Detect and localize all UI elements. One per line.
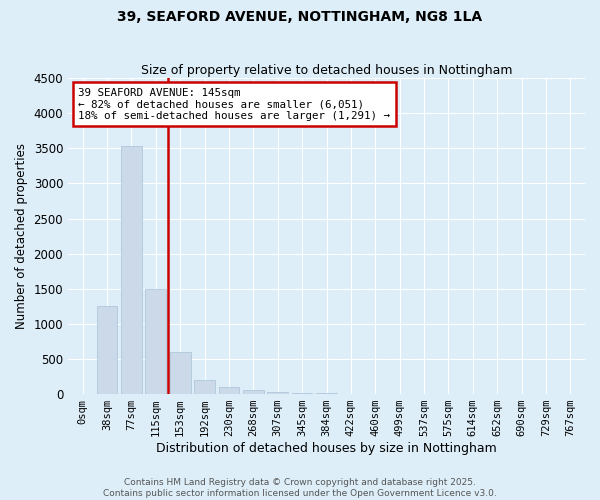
Bar	[145, 289, 166, 394]
Text: 39, SEAFORD AVENUE, NOTTINGHAM, NG8 1LA: 39, SEAFORD AVENUE, NOTTINGHAM, NG8 1LA	[118, 10, 482, 24]
Title: Size of property relative to detached houses in Nottingham: Size of property relative to detached ho…	[141, 64, 512, 77]
Text: 39 SEAFORD AVENUE: 145sqm
← 82% of detached houses are smaller (6,051)
18% of se: 39 SEAFORD AVENUE: 145sqm ← 82% of detac…	[79, 88, 391, 121]
Bar	[218, 387, 239, 394]
Bar	[316, 393, 337, 394]
Y-axis label: Number of detached properties: Number of detached properties	[15, 143, 28, 329]
Text: Contains HM Land Registry data © Crown copyright and database right 2025.
Contai: Contains HM Land Registry data © Crown c…	[103, 478, 497, 498]
Bar	[268, 392, 288, 394]
Bar	[292, 392, 313, 394]
X-axis label: Distribution of detached houses by size in Nottingham: Distribution of detached houses by size …	[156, 442, 497, 455]
Bar	[243, 390, 264, 394]
Bar	[170, 352, 191, 394]
Bar	[194, 380, 215, 394]
Bar	[121, 146, 142, 394]
Bar	[97, 306, 118, 394]
